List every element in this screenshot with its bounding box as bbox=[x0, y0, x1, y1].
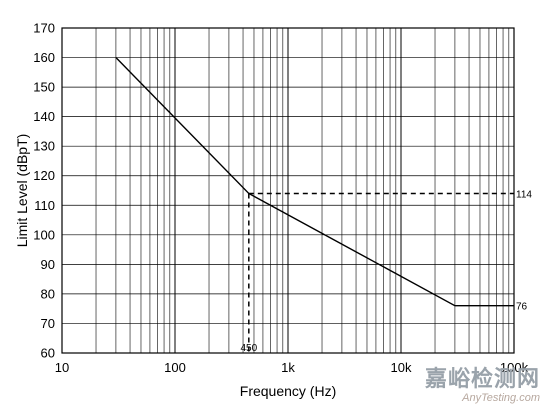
x-tick-label: 100 bbox=[164, 360, 186, 375]
plot-frame bbox=[61, 27, 515, 354]
y-tick-label: 120 bbox=[33, 168, 55, 183]
y-tick-label: 90 bbox=[41, 257, 55, 272]
watermark-brand: 嘉峪检测网 bbox=[424, 367, 540, 392]
grid-lines bbox=[61, 27, 514, 354]
y-tick-label: 140 bbox=[33, 109, 55, 124]
y-tick-label: 160 bbox=[33, 50, 55, 65]
x-tick-label: 10k bbox=[391, 360, 412, 375]
y-tick-label: 170 bbox=[33, 21, 55, 36]
end-value-label: 114 bbox=[516, 189, 532, 200]
y-tick-label: 80 bbox=[41, 286, 55, 301]
y-tick-label: 60 bbox=[41, 346, 55, 361]
y-tick-label: 110 bbox=[34, 198, 55, 213]
y-tick-label: 150 bbox=[33, 80, 55, 95]
reference-label-x: 450 bbox=[240, 343, 257, 354]
tick-labels: 60 70 80 90 100 110 120 130 140 150 160 170 10 100 1k 1… bbox=[33, 21, 528, 376]
watermark: 嘉峪检测网 AnyTesting.com bbox=[424, 367, 540, 405]
x-tick-label: 10 bbox=[55, 360, 69, 375]
y-tick-label: 70 bbox=[41, 316, 55, 331]
y-tick-label: 100 bbox=[33, 227, 55, 242]
y-axis-label: Limit Level (dBpT) bbox=[14, 134, 30, 248]
end-value-label: 76 bbox=[516, 302, 528, 313]
watermark-url: AnyTesting.com bbox=[462, 392, 540, 404]
reference-lines: 450 bbox=[240, 192, 514, 354]
x-axis-label: Frequency (Hz) bbox=[240, 383, 336, 399]
y-tick-label: 130 bbox=[33, 139, 55, 154]
end-labels: 114 76 bbox=[516, 189, 532, 312]
x-tick-label: 100k bbox=[500, 360, 529, 375]
x-tick-label: 1k bbox=[281, 360, 295, 375]
series-lines bbox=[115, 57, 514, 307]
limit-level-line bbox=[115, 57, 514, 307]
